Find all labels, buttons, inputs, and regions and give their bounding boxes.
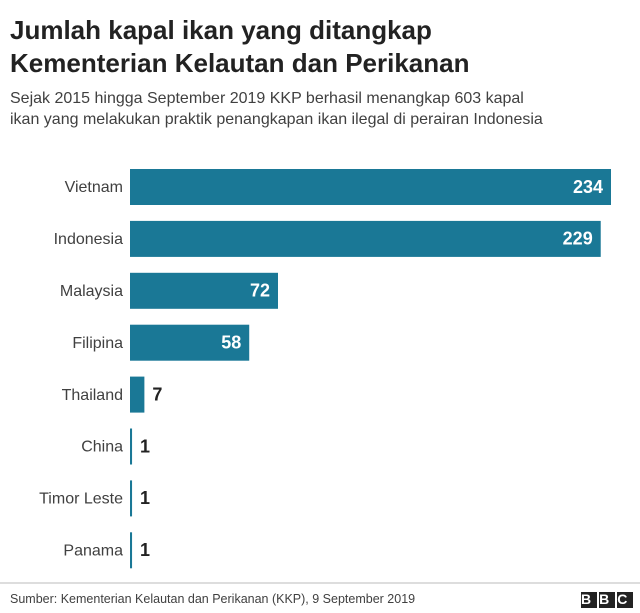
value-label: 234 (573, 177, 603, 197)
chart-subtitle: Sejak 2015 hingga September 2019 KKP ber… (10, 90, 543, 128)
category-label: Filipina (72, 335, 123, 352)
bar (130, 220, 601, 257)
bar (130, 376, 145, 413)
bar (130, 532, 133, 569)
bar (130, 428, 133, 465)
category-label: China (81, 439, 123, 456)
value-label: 1 (140, 436, 150, 456)
bar (130, 324, 250, 361)
chart-title: Jumlah kapal ikan yang ditangkap Kemente… (10, 15, 470, 78)
logo-box (581, 592, 597, 608)
category-label: Vietnam (65, 179, 123, 196)
bar (130, 272, 278, 309)
bar (130, 169, 611, 205)
category-label: Malaysia (60, 283, 123, 300)
category-label: Thailand (62, 387, 123, 404)
value-label: 229 (563, 229, 593, 249)
logo: BBC (581, 591, 636, 607)
bar (130, 480, 133, 517)
value-label: 1 (140, 488, 150, 508)
value-label: 72 (250, 281, 270, 301)
logo-box (617, 592, 633, 608)
category-label: Indonesia (54, 231, 123, 248)
category-label: Timor Leste (39, 491, 123, 508)
logo-box (599, 592, 615, 608)
category-label: Panama (63, 543, 123, 560)
value-label: 58 (221, 332, 241, 352)
value-label: 1 (140, 540, 150, 560)
value-label: 7 (152, 384, 162, 404)
source-note: Sumber: Kementerian Kelautan dan Perikan… (10, 592, 416, 606)
